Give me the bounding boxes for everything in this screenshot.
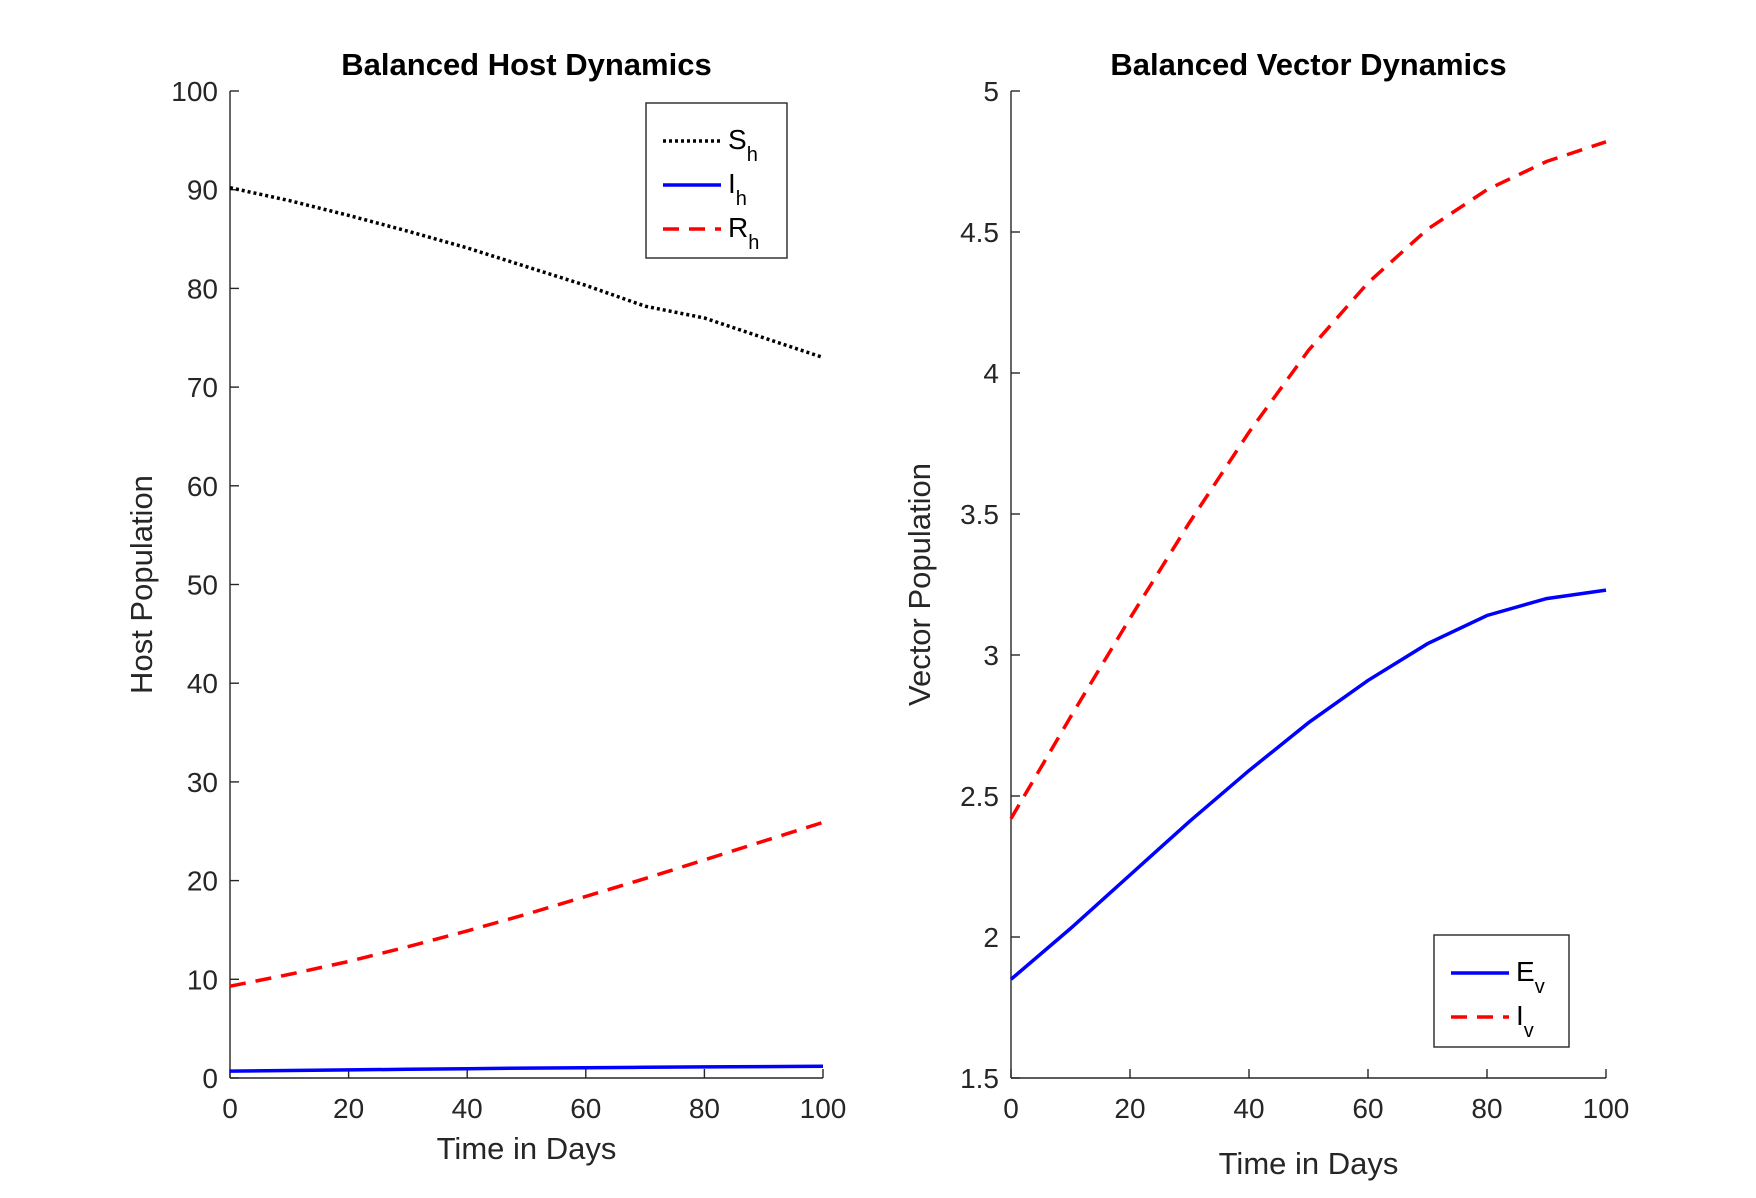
y-tick-label: 3.5 <box>960 499 999 530</box>
y-tick-label: 3 <box>983 640 999 671</box>
legend-label: Iv <box>1516 1000 1534 1042</box>
y-tick-label: 40 <box>187 668 218 699</box>
y-axis-label: Vector Population <box>902 463 937 706</box>
x-tick-label: 60 <box>570 1093 601 1124</box>
legend-label: Rh <box>728 212 759 254</box>
y-tick-label: 1.5 <box>960 1063 999 1094</box>
series-line-sh <box>229 185 824 360</box>
y-tick-label: 2.5 <box>960 781 999 812</box>
series-line-rh <box>229 820 824 988</box>
x-tick-label: 60 <box>1352 1093 1383 1124</box>
x-tick-label: 100 <box>1583 1093 1630 1124</box>
y-axis-label: Host Population <box>124 475 159 694</box>
chart-title: Balanced Vector Dynamics <box>1110 47 1506 82</box>
x-tick-label: 80 <box>1471 1093 1502 1124</box>
x-axis-label: Time in Days <box>1219 1146 1399 1181</box>
x-tick-label: 80 <box>689 1093 720 1124</box>
x-tick-label: 0 <box>1003 1093 1019 1124</box>
y-tick-label: 70 <box>187 372 218 403</box>
y-tick-label: 0 <box>202 1063 218 1094</box>
host-dynamics-chart: Balanced Host Dynamics Time in Days Host… <box>124 47 846 1166</box>
y-tick-label: 30 <box>187 767 218 798</box>
y-tick-label: 100 <box>171 76 218 107</box>
y-tick-label: 80 <box>187 273 218 304</box>
x-axis-label: Time in Days <box>437 1131 617 1166</box>
legend-label: Sh <box>728 124 758 166</box>
y-tick-label: 2 <box>983 922 999 953</box>
y-tick-label: 50 <box>187 570 218 601</box>
x-tick-label: 20 <box>333 1093 364 1124</box>
y-tick-label: 4.5 <box>960 217 999 248</box>
legend-box <box>645 102 788 259</box>
series-line-ev <box>1009 588 1607 981</box>
vector-dynamics-chart: Balanced Vector Dynamics Time in Days Ve… <box>902 47 1629 1181</box>
x-tick-label: 40 <box>452 1093 483 1124</box>
y-tick-label: 10 <box>187 964 218 995</box>
x-tick-label: 40 <box>1233 1093 1264 1124</box>
x-tick-label: 20 <box>1114 1093 1145 1124</box>
legend-label: Ev <box>1516 956 1545 998</box>
legend-label: Ih <box>728 168 747 210</box>
chart-title: Balanced Host Dynamics <box>341 47 711 82</box>
y-tick-label: 90 <box>187 175 218 206</box>
x-tick-label: 100 <box>800 1093 847 1124</box>
y-tick-label: 5 <box>983 76 999 107</box>
series-line-iv <box>1009 140 1607 820</box>
y-tick-label: 4 <box>983 358 999 389</box>
series-line-ih <box>229 1064 824 1073</box>
legend-box <box>1433 934 1570 1048</box>
x-tick-label: 0 <box>222 1093 238 1124</box>
y-tick-label: 20 <box>187 866 218 897</box>
y-tick-label: 60 <box>187 471 218 502</box>
